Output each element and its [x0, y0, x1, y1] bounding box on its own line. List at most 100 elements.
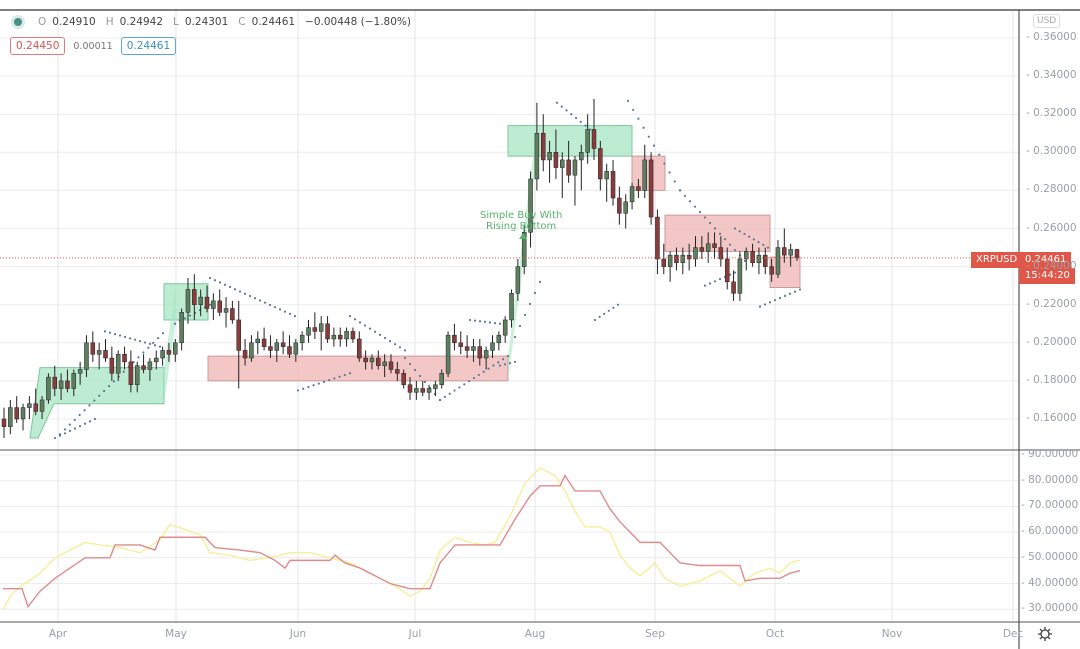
sar-dot [766, 246, 770, 249]
sar-dot [333, 377, 336, 380]
candle-body [58, 380, 64, 389]
sar-dot [153, 344, 157, 347]
candle-body [452, 334, 457, 344]
sar-dot [73, 418, 76, 421]
sar-dot [348, 372, 352, 375]
candle-body [65, 380, 70, 389]
sar-dot [533, 291, 537, 294]
sar-dot [122, 370, 125, 373]
candle-body [369, 357, 375, 363]
sar-dot [93, 417, 97, 421]
sar-dot [458, 386, 461, 389]
candle-body [236, 319, 241, 351]
sar-dot [768, 301, 772, 304]
sar-dot [579, 120, 582, 123]
sar-dot [683, 194, 687, 197]
sar-dot [288, 312, 292, 315]
sar-dot [508, 362, 512, 365]
zone-red [664, 214, 771, 252]
sar-dot [713, 227, 717, 230]
bid-ask-row: 0.24450 0.00011 0.24461 [10, 37, 177, 55]
osc-tick-label: - 80.00000 [1021, 473, 1079, 486]
candle-body [96, 350, 102, 355]
candle-body [166, 350, 172, 355]
candle-body [242, 350, 248, 359]
candle-body [496, 334, 502, 344]
settings-gear-icon[interactable] [1037, 626, 1053, 642]
sar-dot [317, 382, 320, 385]
candle-body [337, 334, 343, 340]
sar-dot [393, 343, 397, 346]
bar-countdown-tag: 15:44:20 [1019, 268, 1075, 284]
sar-dot [348, 315, 352, 318]
candle-body [763, 254, 768, 267]
sar-dot [555, 101, 559, 104]
market-status-icon [14, 18, 22, 26]
buy-price-button[interactable]: 0.24461 [120, 37, 177, 55]
sar-dot [358, 321, 362, 324]
candle-body [173, 342, 178, 355]
price-tick-label: - 0.34000 [1026, 69, 1077, 82]
candle-body [426, 388, 432, 393]
sar-dot [73, 427, 77, 430]
candle-body [77, 369, 83, 374]
candle-body [674, 254, 679, 264]
sar-dot [278, 308, 282, 311]
sar-dot [738, 230, 741, 233]
candle-body [274, 342, 280, 351]
sar-dot [488, 321, 492, 324]
sar-dot [728, 243, 732, 246]
currency-badge[interactable]: USD [1033, 14, 1061, 28]
candle-body [782, 247, 787, 256]
sar-dot [223, 283, 227, 286]
candle-body [705, 243, 711, 252]
sar-dot [758, 305, 762, 308]
candle-body [255, 338, 261, 344]
candle-body [344, 331, 349, 340]
sar-dot [762, 243, 765, 246]
candle-body [306, 327, 311, 336]
sar-dot [148, 342, 152, 345]
sar-dot [778, 296, 782, 300]
sar-dot [53, 436, 57, 440]
candle-body [693, 247, 698, 260]
sar-dot [506, 355, 510, 358]
zone-red [769, 256, 801, 289]
sar-dot [698, 210, 702, 214]
sar-dot [468, 380, 471, 383]
candle-body [350, 331, 356, 340]
candle-body [623, 201, 628, 214]
symbol-tag: XRPUSD [971, 252, 1023, 268]
sar-dot [398, 346, 402, 349]
sar-dot [473, 319, 477, 322]
sar-dot [263, 301, 267, 304]
sell-price-button[interactable]: 0.24450 [10, 37, 66, 55]
sar-dot [147, 346, 150, 349]
sar-dot [137, 356, 140, 359]
candle-body [357, 338, 362, 359]
candle-body [756, 254, 762, 264]
sar-dot [574, 116, 578, 120]
candle-body [502, 319, 508, 336]
candle-body [376, 357, 381, 366]
candle-body [185, 289, 191, 313]
candle-body [20, 407, 26, 420]
sar-dot [603, 312, 606, 315]
sar-dot [378, 333, 382, 336]
time-tick-label: Jun [289, 628, 307, 640]
sar-dot [626, 99, 630, 102]
candle-body [1, 418, 7, 427]
sar-dot [733, 248, 737, 252]
sar-dot [142, 351, 145, 354]
time-tick-label: May [165, 628, 187, 640]
sar-dot [637, 117, 640, 120]
high-value: 0.24942 [119, 16, 164, 28]
zone-red [631, 155, 666, 191]
sar-dot [752, 238, 755, 241]
sar-dot [183, 317, 187, 320]
sar-dot [312, 384, 315, 387]
candle-body [743, 251, 749, 260]
sar-dot [123, 335, 127, 339]
